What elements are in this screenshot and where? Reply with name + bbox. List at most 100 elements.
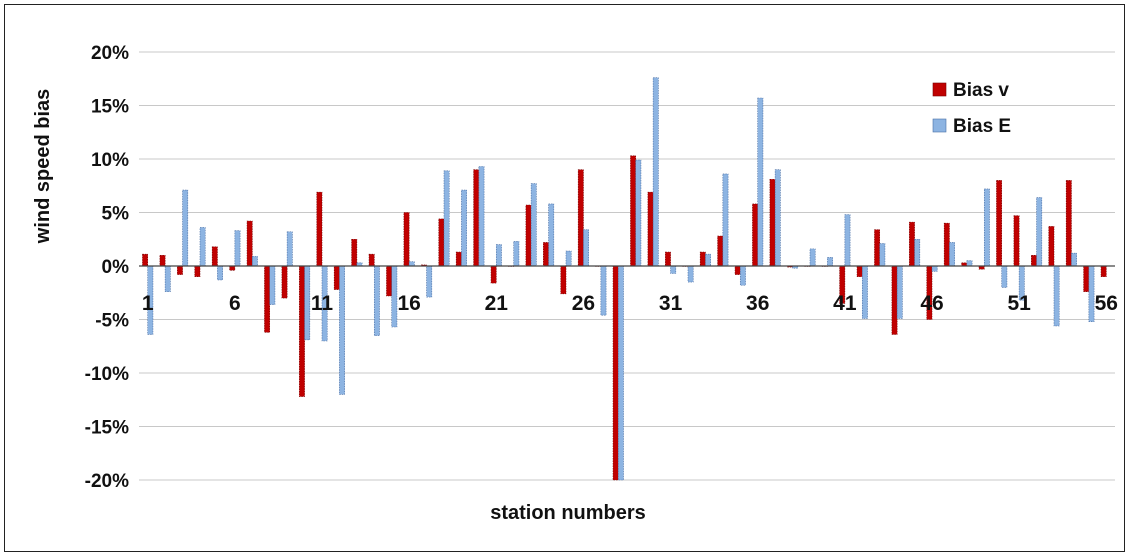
bar-bias-v-station-4	[194, 265, 201, 277]
x-tick-label: 11	[311, 292, 334, 315]
bar-bias-e-station-28	[617, 265, 624, 481]
x-tick-label: 1	[142, 292, 154, 315]
bar-bias-v-station-2	[159, 255, 166, 267]
bar-bias-v-station-36	[752, 203, 759, 267]
bar-bias-v-station-19	[455, 251, 462, 267]
bar-bias-e-station-2	[164, 265, 171, 292]
bar-bias-e-station-21	[495, 244, 502, 267]
y-tick-label: 5%	[102, 204, 130, 225]
bar-bias-v-station-26	[577, 169, 584, 267]
bar-bias-e-station-40	[827, 257, 833, 267]
bar-bias-v-station-7	[246, 220, 253, 267]
x-tick-labels: 1 6 11 16 21 26 31 36 41 46 51 56	[142, 292, 1118, 315]
bar-bias-e-station-52	[1036, 197, 1043, 267]
bar-bias-e-station-22	[513, 241, 520, 267]
bar-bias-v-station-44	[891, 265, 898, 335]
bar-bias-v-station-43	[874, 229, 881, 267]
x-tick-label: 51	[1007, 292, 1031, 315]
y-tick-label: -5%	[95, 311, 129, 332]
bar-bias-v-station-3	[177, 265, 183, 275]
bar-bias-e-station-37	[774, 169, 781, 267]
bar-bias-e-station-24	[548, 203, 555, 267]
bar-bias-e-station-35	[739, 265, 746, 286]
bar-bias-e-station-16	[408, 261, 415, 267]
bar-bias-e-station-31	[670, 265, 677, 274]
bar-bias-v-station-33	[699, 251, 706, 267]
bar-bias-e-station-4	[199, 227, 206, 267]
bar-bias-e-station-3	[182, 189, 189, 267]
bar-bias-e-station-55	[1088, 265, 1095, 322]
bar-bias-e-station-10	[304, 265, 311, 341]
bar-bias-e-station-54	[1071, 252, 1077, 267]
bar-bias-v-station-56	[1100, 265, 1107, 277]
x-tick-label: 16	[397, 292, 420, 315]
bar-bias-v-station-45	[909, 221, 915, 267]
bar-bias-v-station-37	[769, 179, 776, 267]
bar-bias-v-station-50	[996, 180, 1003, 267]
bar-bias-e-station-17	[426, 265, 433, 298]
bar-bias-v-station-15	[386, 265, 393, 297]
bar-bias-v-station-6	[229, 265, 236, 271]
bar-bias-v-station-54	[1065, 180, 1072, 267]
y-tick-label: 10%	[91, 150, 129, 171]
bar-bias-v-station-51	[1013, 215, 1020, 267]
chart-frame: -20% -15% -10% -5% 0% 5% 10% 15% 20% 1 6 11 16 21 26 3…	[4, 4, 1125, 552]
bar-bias-v-station-10	[299, 265, 305, 397]
bar-bias-v-station-53	[1048, 226, 1055, 267]
bar-bias-e-station-39	[809, 248, 816, 267]
bar-bias-e-station-33	[705, 253, 711, 267]
y-tick-label: 15%	[91, 97, 129, 118]
bar-bias-e-station-15	[391, 265, 398, 328]
bar-bias-v-station-1	[142, 253, 149, 267]
y-tick-label: 20%	[91, 43, 129, 64]
bar-bias-e-station-7	[251, 256, 258, 267]
bar-bias-e-station-6	[234, 230, 241, 267]
bar-bias-v-station-31	[665, 251, 671, 267]
bar-bias-e-station-32	[687, 265, 694, 283]
chart-canvas: -20%-15%-10%-5%0%5%10%15%20% 1 6 11 16 21 26 3…	[32, 43, 1118, 524]
legend-label-bias-v: Bias v	[953, 80, 1009, 101]
bar-bias-e-station-34	[722, 173, 729, 267]
bars	[142, 77, 1107, 481]
bar-bias-v-station-12	[333, 265, 340, 290]
bar-bias-e-station-46	[931, 265, 938, 272]
bar-bias-e-station-50	[1001, 265, 1008, 288]
y-tick-label: 0%	[102, 257, 130, 278]
bar-bias-v-station-34	[717, 235, 724, 267]
x-tick-label: 6	[229, 292, 241, 315]
bar-bias-e-station-26	[583, 229, 589, 267]
x-tick-label: 41	[833, 292, 857, 315]
bar-bias-v-station-25	[560, 265, 567, 295]
bar-bias-v-station-23	[525, 204, 532, 267]
x-tick-label: 21	[485, 292, 509, 315]
x-axis-title: station numbers	[490, 502, 646, 524]
bar-bias-e-station-48	[966, 260, 973, 267]
bar-bias-e-station-36	[757, 97, 764, 267]
bar-bias-e-station-43	[879, 243, 886, 267]
bar-bias-e-station-12	[339, 265, 345, 395]
bar-bias-v-station-16	[403, 212, 410, 267]
legend: Bias v Bias E	[932, 80, 1011, 137]
bar-bias-v-station-24	[543, 242, 549, 267]
bar-bias-e-station-5	[217, 265, 223, 281]
x-tick-label: 26	[572, 292, 595, 315]
bar-bias-e-station-18	[443, 170, 450, 267]
bar-bias-v-station-18	[438, 218, 445, 267]
bar-bias-e-station-49	[983, 188, 990, 267]
bar-bias-e-station-44	[896, 265, 903, 319]
y-tick-label: -20%	[85, 471, 129, 492]
bar-bias-e-station-25	[565, 250, 572, 267]
bar-bias-v-station-55	[1083, 265, 1090, 292]
bar-bias-v-station-47	[943, 222, 950, 267]
bar-bias-e-station-27	[600, 265, 607, 316]
bar-bias-e-station-19	[461, 189, 467, 267]
bar-bias-e-station-42	[861, 265, 868, 319]
bar-bias-v-station-14	[368, 253, 375, 267]
bar-bias-e-station-8	[269, 265, 276, 305]
y-tick-label: -15%	[85, 418, 129, 439]
bar-bias-e-station-9	[286, 231, 293, 267]
bar-bias-e-station-47	[949, 242, 955, 267]
bar-bias-v-station-29	[630, 155, 637, 267]
bar-bias-v-station-13	[351, 238, 358, 267]
legend-label-bias-e: Bias E	[953, 116, 1011, 137]
